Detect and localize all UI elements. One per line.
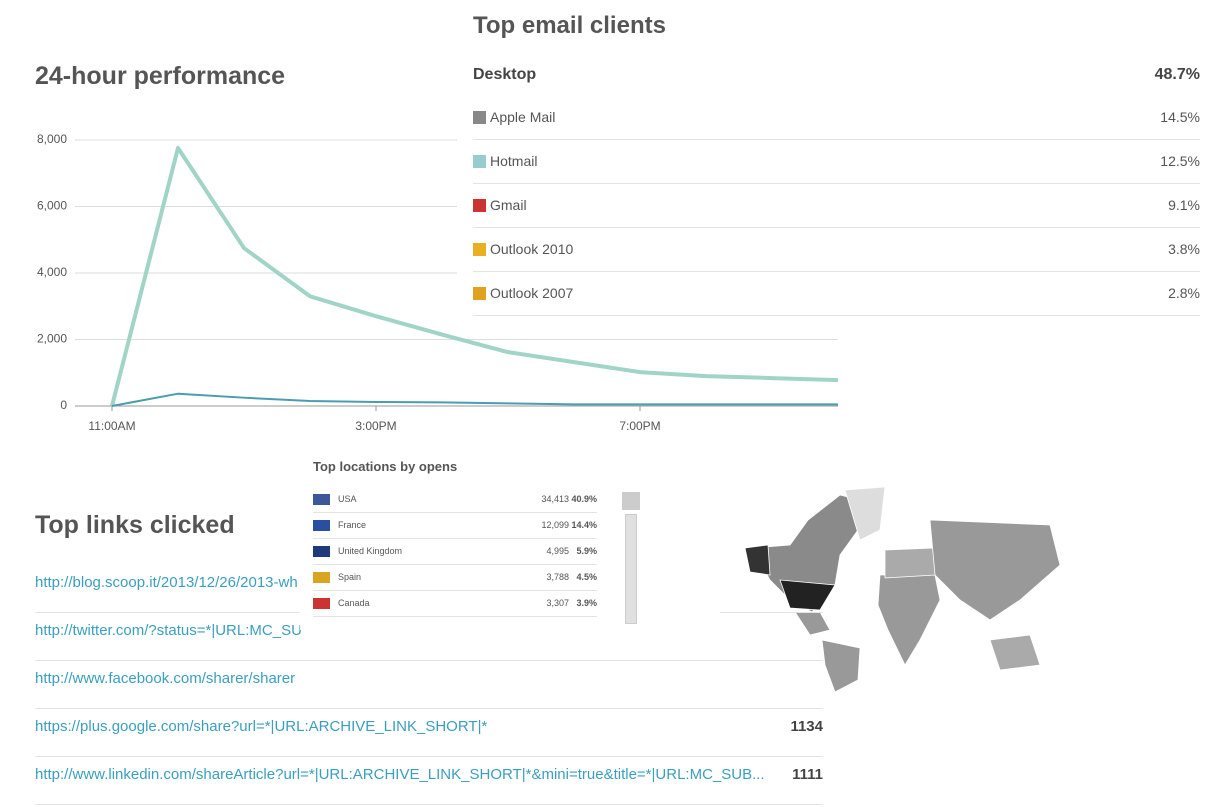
country-name: United Kingdom bbox=[338, 546, 403, 556]
opens-share: 40.9% bbox=[571, 494, 597, 504]
link-count: 1134 bbox=[790, 718, 823, 735]
email-row: Apple Mail 14.5% bbox=[473, 95, 1200, 140]
y-tick-label: 2,000 bbox=[37, 332, 67, 346]
links-title: Top links clicked bbox=[35, 511, 235, 539]
client: Apple Mail bbox=[473, 109, 555, 125]
client-icon bbox=[473, 155, 486, 168]
client-name: Outlook 2010 bbox=[490, 241, 574, 257]
client-name: Outlook 2007 bbox=[490, 285, 574, 301]
client-share: 12.5% bbox=[1160, 153, 1200, 169]
client-share: 14.5% bbox=[1160, 109, 1200, 125]
location-row: USA 34,413 40.9% bbox=[313, 487, 597, 513]
series-line bbox=[111, 392, 838, 407]
email-title: Top email clients bbox=[473, 12, 666, 39]
location-row: Spain 3,788 4.5% bbox=[313, 565, 597, 591]
world-map bbox=[744, 486, 1061, 693]
x-tick-label: 11:00AM bbox=[88, 419, 135, 433]
email-clients-panel: Top email clients Desktop 48.7% Apple Ma… bbox=[457, 0, 1220, 318]
country bbox=[744, 544, 771, 576]
country bbox=[929, 519, 1061, 621]
location-row: Canada 3,307 3.9% bbox=[313, 591, 597, 617]
country bbox=[779, 579, 836, 611]
link-row: http://twitter.com/?status=*|URL:MC_SU bbox=[35, 613, 823, 661]
email-row: Outlook 2007 2.8% bbox=[473, 271, 1200, 316]
opens: 4,995 bbox=[546, 546, 569, 556]
map-zoom-slider[interactable] bbox=[625, 514, 637, 624]
link-row: http://www.linkedin.com/shareArticle?url… bbox=[35, 757, 823, 805]
client-name: Gmail bbox=[490, 197, 527, 213]
opens: 3,788 bbox=[546, 572, 569, 582]
link-count: 1111 bbox=[792, 766, 823, 783]
opens: 12,099 bbox=[541, 520, 569, 530]
x-tick-label: 3:00PM bbox=[355, 419, 396, 433]
flag bbox=[313, 520, 330, 531]
client-icon bbox=[473, 243, 486, 256]
client-name: Apple Mail bbox=[490, 109, 556, 125]
link-url[interactable]: http://twitter.com/?status=*|URL:MC_SU bbox=[35, 622, 302, 639]
email-row: Hotmail 12.5% bbox=[473, 139, 1200, 184]
client: Gmail bbox=[473, 197, 527, 213]
client: Outlook 2007 bbox=[473, 285, 573, 301]
map-pan-control[interactable] bbox=[622, 492, 640, 510]
client-icon bbox=[473, 287, 486, 300]
locations-panel: Top locations by opens USA 34,413 40.9% Fra… bbox=[300, 450, 720, 630]
y-tick-label: 0 bbox=[60, 398, 67, 412]
location-row: France 12,099 14.4% bbox=[313, 513, 597, 539]
country bbox=[877, 574, 941, 666]
link-url[interactable]: http://www.linkedin.com/shareArticle?url… bbox=[35, 766, 765, 783]
link-row: http://www.facebook.com/sharer/sharer bbox=[35, 661, 823, 709]
chart-title: 24-hour performance bbox=[35, 62, 286, 90]
opens-share: 14.4% bbox=[571, 520, 597, 530]
flag bbox=[313, 494, 330, 505]
email-row: Gmail 9.1% bbox=[473, 183, 1200, 228]
opens: 3,307 bbox=[546, 598, 569, 608]
link-row: https://plus.google.com/share?url=*|URL:… bbox=[35, 709, 823, 757]
email-row: Outlook 2010 3.8% bbox=[473, 227, 1200, 272]
country-name: USA bbox=[338, 494, 357, 504]
link-url[interactable]: http://www.facebook.com/sharer/sharer bbox=[35, 670, 296, 687]
x-tick-label: 7:00PM bbox=[619, 419, 660, 433]
flag bbox=[313, 598, 330, 609]
flag bbox=[313, 572, 330, 583]
y-tick-label: 6,000 bbox=[37, 199, 67, 213]
country bbox=[821, 639, 861, 693]
client-name: Hotmail bbox=[490, 153, 538, 169]
link-url[interactable]: http://blog.scoop.it/2013/12/26/2013-wh bbox=[35, 574, 298, 591]
country bbox=[844, 486, 886, 541]
client: Outlook 2010 bbox=[473, 241, 573, 257]
locations-title: Top locations by opens bbox=[313, 459, 458, 474]
client-share: 2.8% bbox=[1168, 285, 1200, 301]
link-url[interactable]: https://plus.google.com/share?url=*|URL:… bbox=[35, 718, 488, 735]
country bbox=[884, 547, 936, 579]
opens-share: 5.9% bbox=[576, 546, 597, 556]
y-tick-label: 4,000 bbox=[37, 265, 67, 279]
client-share: 3.8% bbox=[1168, 241, 1200, 257]
opens: 34,413 bbox=[541, 494, 569, 504]
flag bbox=[313, 546, 330, 557]
country-name: Canada bbox=[338, 598, 370, 608]
opens-share: 3.9% bbox=[576, 598, 597, 608]
client-share: 9.1% bbox=[1168, 197, 1200, 213]
client: Hotmail bbox=[473, 153, 537, 169]
country bbox=[989, 634, 1041, 671]
group-share: 48.7% bbox=[1154, 66, 1200, 83]
group-name: Desktop bbox=[473, 66, 537, 83]
location-row: United Kingdom 4,995 5.9% bbox=[313, 539, 597, 565]
client-icon bbox=[473, 199, 486, 212]
series-line bbox=[110, 145, 839, 407]
client-icon bbox=[473, 111, 486, 124]
country-name: Spain bbox=[338, 572, 362, 582]
y-tick-label: 8,000 bbox=[37, 132, 67, 146]
country-name: France bbox=[338, 520, 367, 530]
desktop-row: Desktop 48.7% bbox=[473, 66, 1200, 94]
opens-share: 4.5% bbox=[576, 572, 597, 582]
